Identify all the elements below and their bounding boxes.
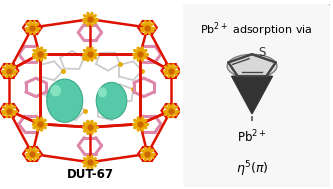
Ellipse shape xyxy=(50,85,61,97)
Ellipse shape xyxy=(227,54,277,78)
Text: DUT-67: DUT-67 xyxy=(66,168,114,181)
FancyBboxPatch shape xyxy=(180,2,331,189)
Ellipse shape xyxy=(96,82,127,119)
Polygon shape xyxy=(231,76,272,114)
Text: Pb$^{2+}$: Pb$^{2+}$ xyxy=(237,129,267,145)
Text: $\eta^{5}(\pi)$: $\eta^{5}(\pi)$ xyxy=(236,159,268,179)
Ellipse shape xyxy=(47,79,83,122)
Ellipse shape xyxy=(98,87,107,97)
Text: S: S xyxy=(258,46,265,59)
Text: Pb$^{2+}$ adsorption via: Pb$^{2+}$ adsorption via xyxy=(200,20,313,39)
